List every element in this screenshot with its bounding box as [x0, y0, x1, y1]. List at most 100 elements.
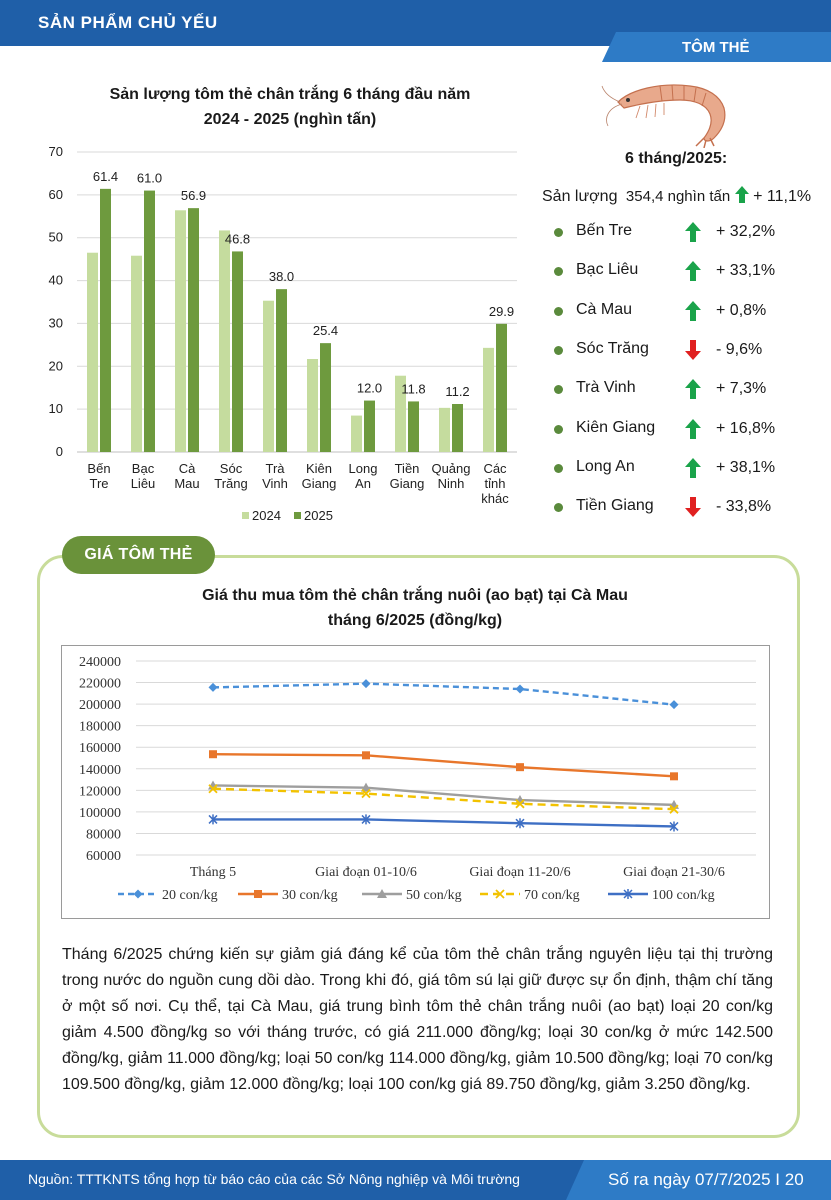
point-marker [669, 700, 679, 710]
production-chart-title: Sản lượng tôm thẻ chân trắng 6 tháng đầu… [40, 82, 540, 132]
arrow-down-icon [685, 497, 701, 518]
category-label: Giang [302, 476, 337, 491]
category-label: Quảng [431, 461, 470, 476]
bar-2025 [496, 323, 507, 452]
category-label: Sóc [220, 461, 243, 476]
province-row: Bạc Liêu + 33,1% [554, 261, 804, 283]
point-marker [669, 821, 679, 832]
series-20-con-kg [208, 679, 679, 710]
source-note: Nguồn: TTTKNTS tổng hợp từ báo cáo của c… [28, 1171, 520, 1187]
shrimp-illustration [601, 84, 726, 148]
point-marker [361, 814, 371, 825]
bullet-dot [554, 463, 563, 473]
series-50-con-kg [208, 780, 679, 809]
series-100-con-kg [208, 814, 679, 832]
category-label: Trăng [214, 476, 247, 491]
series-30-con-kg [209, 750, 678, 781]
point-marker [515, 684, 525, 694]
legend-label: 50 con/kg [406, 888, 462, 903]
point-marker [669, 804, 679, 814]
legend-label: 20 con/kg [162, 888, 218, 903]
y-tick-label: 60000 [86, 849, 121, 864]
province-row: Bến Tre + 32,2% [554, 222, 804, 244]
bullet-dot [554, 345, 563, 355]
section-title: SẢN PHẨM CHỦ YẾU [38, 13, 218, 32]
bullet-dot [554, 267, 563, 277]
y-tick-label: 50 [49, 230, 63, 245]
province-change: - 33,8% [716, 498, 772, 516]
bar-2024 [483, 347, 494, 452]
total-label: Sản lượng [542, 188, 618, 205]
point-marker [623, 889, 633, 899]
data-label: 11.8 [401, 381, 425, 396]
legend-swatch-2024 [242, 512, 249, 519]
bullet-dot [554, 228, 563, 237]
data-label: 46.8 [225, 231, 250, 246]
province-change: + 32,2% [716, 223, 776, 240]
point-marker [209, 750, 217, 759]
y-tick-label: 0 [56, 444, 63, 459]
x-tick-label: Giai đoạn 01-10/6 [315, 865, 417, 880]
series-70-con-kg [208, 784, 679, 814]
price-chart-title-line1: Giá thu mua tôm thẻ chân trắng nuôi (ao … [202, 587, 628, 604]
province-row: Trà Vinh + 7,3% [554, 379, 804, 401]
bar-2024 [307, 359, 318, 452]
point-marker [133, 889, 143, 899]
data-label: 11.2 [445, 384, 469, 399]
bar-2024 [263, 300, 274, 452]
bar-2024 [175, 210, 186, 452]
arrow-up-icon [685, 457, 701, 478]
stats-total: Sản lượng 354,4 nghìn tấn + 11,1% [542, 186, 811, 206]
bar-2024 [351, 415, 362, 452]
category-label: Bến [87, 461, 110, 476]
arrow-up-icon [685, 222, 701, 242]
topic-tag: TÔM THẺ [602, 32, 831, 62]
province-change: + 16,8% [716, 419, 776, 437]
arrow-down-icon [685, 339, 701, 360]
bar-2025 [364, 400, 375, 452]
arrow-up-icon [685, 300, 701, 321]
x-tick-label: Giai đoạn 11-20/6 [469, 865, 570, 880]
category-label: Vinh [262, 476, 288, 491]
topic-tag-label: TÔM THẺ [682, 39, 750, 56]
data-label: 25.4 [313, 323, 338, 338]
category-label: Ninh [438, 476, 465, 491]
data-label: 38.0 [269, 269, 294, 284]
y-tick-label: 140000 [79, 763, 121, 778]
province-name: Trà Vinh [576, 379, 636, 397]
production-chart-title-line1: Sản lượng tôm thẻ chân trắng 6 tháng đầu… [109, 86, 471, 103]
province-name: Cà Mau [576, 300, 633, 318]
category-label: Tre [89, 476, 108, 491]
price-chart-title: Giá thu mua tôm thẻ chân trắng nuôi (ao … [100, 583, 730, 633]
x-tick-label: Tháng 5 [190, 865, 236, 880]
bar-2025 [144, 190, 155, 453]
y-tick-label: 80000 [86, 827, 121, 842]
arrow-up-icon [685, 418, 701, 439]
header-bar: SẢN PHẨM CHỦ YẾU [0, 0, 831, 46]
category-label: An [355, 476, 371, 491]
y-tick-label: 70 [49, 144, 63, 159]
series-line [213, 818, 675, 828]
bar-2024 [395, 375, 406, 452]
province-name: Kiên Giang [576, 418, 656, 436]
y-tick-label: 180000 [79, 720, 121, 735]
y-tick-label: 160000 [79, 741, 121, 756]
bar-2025 [276, 289, 287, 452]
data-label: 61.0 [137, 171, 162, 186]
issue-tag: Số ra ngày 07/7/2025 I 20 [566, 1160, 831, 1200]
y-tick-label: 10 [49, 401, 63, 416]
point-marker [377, 889, 387, 898]
bar-2025 [100, 188, 111, 452]
category-label: Kiên [306, 461, 332, 476]
y-tick-label: 20 [49, 358, 63, 373]
price-paragraph: Tháng 6/2025 chứng kiến sự giảm giá đáng… [62, 946, 773, 1093]
bar-2024 [219, 230, 230, 452]
province-change: + 38,1% [716, 458, 776, 476]
legend-swatch-2025 [294, 512, 301, 519]
series-line [212, 753, 675, 778]
arrow-up-icon [685, 261, 701, 282]
province-change: + 0,8% [716, 301, 767, 319]
bar-2025 [408, 401, 419, 452]
legend-label: 2024 [252, 508, 281, 523]
category-label: Các [483, 461, 507, 476]
